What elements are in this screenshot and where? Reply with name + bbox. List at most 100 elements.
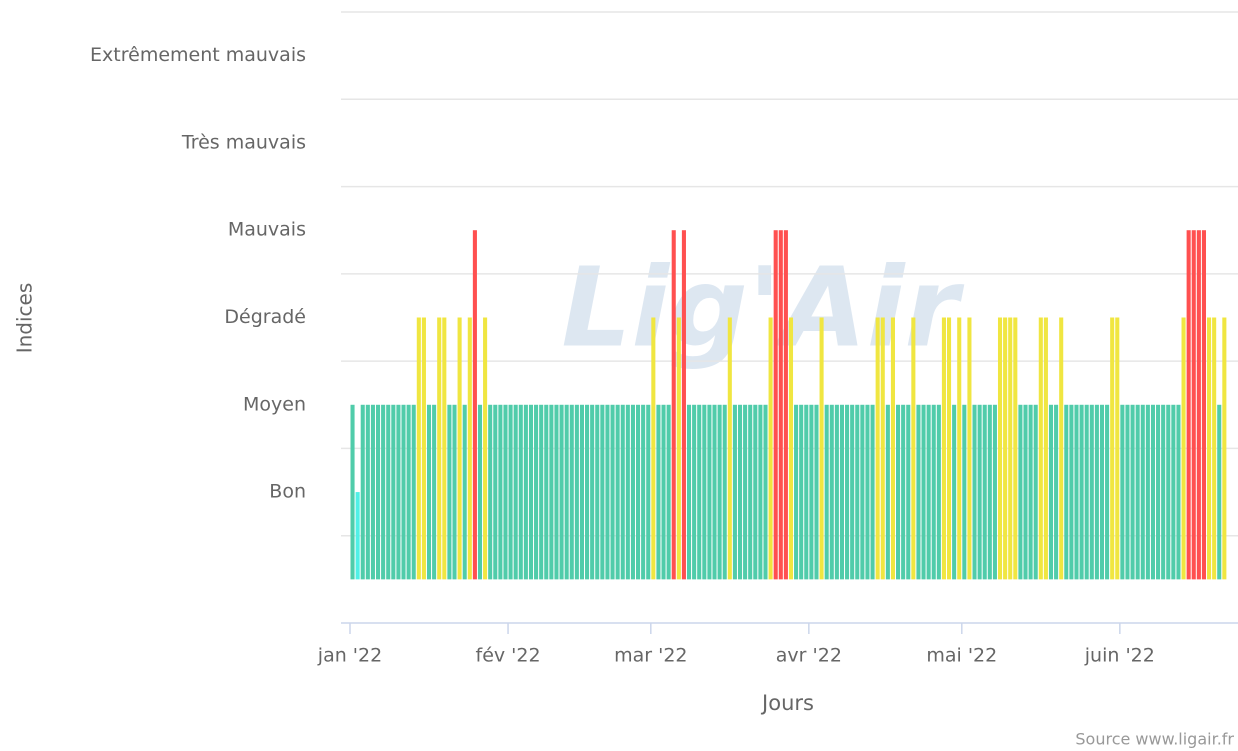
bar xyxy=(681,230,686,580)
x-tick-label: juin '22 xyxy=(1084,645,1155,667)
bar xyxy=(788,317,794,580)
bar xyxy=(1003,317,1008,580)
bar xyxy=(1048,404,1054,580)
bar xyxy=(712,404,717,580)
bar xyxy=(416,317,421,580)
bar xyxy=(1079,404,1084,580)
bar xyxy=(1028,404,1033,580)
bar xyxy=(962,404,967,580)
bar xyxy=(824,404,829,580)
bar xyxy=(1212,317,1217,580)
bar xyxy=(1166,404,1171,580)
bar xyxy=(559,404,564,580)
bar xyxy=(686,404,692,580)
bar xyxy=(595,404,600,580)
y-tick-label: Extrêmement mauvais xyxy=(90,44,306,66)
bar xyxy=(472,230,477,580)
bar xyxy=(987,404,992,580)
bar xyxy=(671,230,676,580)
bar xyxy=(885,404,890,580)
bar xyxy=(544,404,549,580)
bar xyxy=(1033,404,1038,580)
y-axis-title: Indices xyxy=(13,283,37,354)
bar xyxy=(564,404,569,580)
bar xyxy=(406,404,411,580)
bar xyxy=(727,317,732,580)
bar xyxy=(921,404,926,580)
bar xyxy=(1094,404,1099,580)
bar xyxy=(523,404,528,580)
bar xyxy=(1135,404,1140,580)
bar xyxy=(493,404,498,580)
bar xyxy=(1217,404,1222,580)
bar xyxy=(615,404,620,580)
bar xyxy=(447,404,452,580)
bar xyxy=(1084,404,1089,580)
bar xyxy=(579,404,585,580)
bar xyxy=(982,404,987,580)
bar xyxy=(1043,317,1048,580)
bar xyxy=(778,230,783,580)
bar xyxy=(814,404,819,580)
bar xyxy=(513,404,518,580)
bar xyxy=(758,404,763,580)
bar xyxy=(1008,317,1013,580)
bar xyxy=(477,404,483,580)
bar xyxy=(666,404,671,580)
bar xyxy=(783,230,788,580)
bar xyxy=(574,404,579,580)
bar xyxy=(590,404,595,580)
bar xyxy=(421,317,426,580)
bar xyxy=(896,404,901,580)
bar xyxy=(952,404,957,580)
bar xyxy=(707,404,712,580)
bar xyxy=(717,404,722,580)
x-tick-label: mar '22 xyxy=(614,645,687,667)
bar xyxy=(636,404,641,580)
bar xyxy=(936,404,941,580)
bar xyxy=(462,404,467,580)
bar xyxy=(600,404,605,580)
bar xyxy=(997,317,1003,580)
bar xyxy=(1115,317,1120,580)
bar xyxy=(1038,317,1043,580)
bar xyxy=(534,404,539,580)
bar xyxy=(457,317,462,580)
bar xyxy=(1207,317,1212,580)
bar xyxy=(676,317,681,580)
bar xyxy=(528,404,534,580)
bar xyxy=(1201,230,1206,580)
bar xyxy=(375,404,381,580)
bar xyxy=(554,404,559,580)
bar xyxy=(641,404,646,580)
bar xyxy=(452,404,457,580)
bar xyxy=(1140,404,1145,580)
bar xyxy=(829,404,834,580)
bar xyxy=(518,404,523,580)
x-tick-label: avr '22 xyxy=(776,645,842,667)
y-tick-label: Dégradé xyxy=(224,306,306,328)
bar xyxy=(656,404,661,580)
watermark: Lig'Air xyxy=(561,243,964,371)
bar xyxy=(855,404,860,580)
bar xyxy=(381,404,386,580)
bar xyxy=(1120,404,1125,580)
bar xyxy=(799,404,804,580)
bar xyxy=(1130,404,1135,580)
bar xyxy=(1018,404,1023,580)
bar xyxy=(483,317,488,580)
bar xyxy=(1222,317,1227,580)
bar xyxy=(488,404,493,580)
bar xyxy=(630,404,635,580)
bar xyxy=(539,404,544,580)
bar xyxy=(1110,317,1115,580)
bar xyxy=(890,317,895,580)
bar xyxy=(620,404,625,580)
bar xyxy=(569,404,574,580)
bar xyxy=(1105,404,1110,580)
bar xyxy=(845,404,850,580)
bar xyxy=(350,404,355,580)
bar xyxy=(1054,404,1059,580)
bar xyxy=(916,404,921,580)
